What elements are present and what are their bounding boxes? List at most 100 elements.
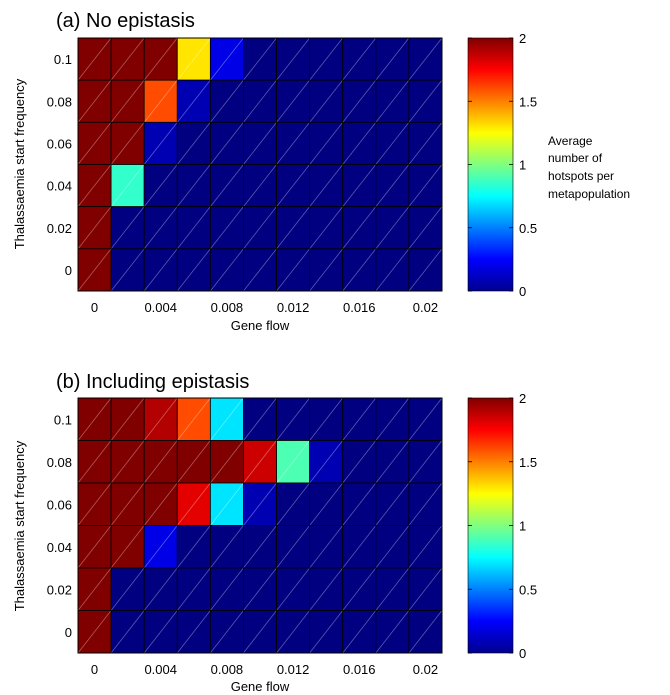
- cell-diagonal: [176, 567, 211, 611]
- heatmap-cell: [408, 525, 443, 569]
- panel-title: (a) No epistasis: [56, 10, 195, 32]
- cell-diagonal: [243, 567, 277, 611]
- heatmap-cell: [276, 482, 311, 526]
- cell-diagonal: [276, 206, 310, 250]
- heatmap-cell: [309, 567, 344, 611]
- heatmap-cell: [77, 397, 112, 441]
- colorbar-label-line: Average: [548, 134, 593, 148]
- cell-diagonal: [77, 164, 112, 207]
- colorbar-tick-label: 1: [519, 158, 526, 173]
- heatmap-cell: [375, 206, 410, 250]
- x-tick-label: 0.02: [413, 662, 438, 677]
- heatmap-cell: [110, 206, 145, 250]
- cell-diagonal: [77, 610, 112, 654]
- heatmap-cell: [176, 397, 211, 441]
- x-tick-label: 0.012: [277, 662, 310, 677]
- cell-diagonal: [342, 567, 377, 611]
- heatmap-cell: [276, 37, 311, 81]
- cell-diagonal: [176, 79, 211, 123]
- y-tick-label: 0.06: [47, 497, 72, 512]
- cell-diagonal: [375, 164, 410, 207]
- heatmap-cell: [243, 248, 277, 292]
- x-tick-label: 0.016: [343, 300, 376, 315]
- heatmap-cell: [309, 248, 344, 292]
- cell-diagonal: [110, 525, 145, 569]
- cell-diagonal: [176, 122, 211, 165]
- cell-diagonal: [309, 164, 344, 207]
- cell-diagonal: [110, 37, 145, 81]
- x-tick-label: 0.012: [277, 300, 310, 315]
- cell-diagonal: [210, 122, 244, 165]
- heatmap-cell: [408, 440, 443, 484]
- cell-diagonal: [342, 206, 377, 250]
- cell-diagonal: [77, 122, 112, 165]
- cell-diagonal: [342, 164, 377, 207]
- colorbar: [467, 37, 514, 292]
- cell-diagonal: [110, 610, 145, 654]
- colorbar-label-line: hotspots per: [548, 169, 614, 183]
- cell-diagonal: [309, 482, 344, 526]
- cell-diagonal: [309, 525, 344, 569]
- cell-diagonal: [276, 482, 310, 526]
- cell-diagonal: [176, 482, 211, 526]
- colorbar-tick-label: 0.5: [519, 582, 537, 597]
- cell-diagonal: [408, 37, 443, 81]
- cell-diagonal: [276, 79, 310, 123]
- y-tick-label: 0.06: [47, 136, 72, 151]
- heatmap-cell: [342, 164, 377, 208]
- cell-diagonal: [309, 206, 344, 250]
- cell-diagonal: [143, 397, 178, 441]
- heatmap-cell: [276, 567, 311, 611]
- cell-diagonal: [143, 164, 178, 207]
- cell-diagonal: [77, 79, 112, 123]
- heatmap-cell: [110, 525, 145, 569]
- x-tick-label: 0.004: [144, 662, 177, 677]
- heatmap-cell: [408, 206, 443, 250]
- cell-diagonal: [77, 482, 112, 526]
- heatmap-cell: [342, 79, 377, 123]
- x-tick-label: 0.02: [413, 300, 438, 315]
- y-tick-label: 0.08: [47, 94, 72, 109]
- heatmap-cell: [276, 164, 311, 208]
- heatmap-cell: [342, 248, 377, 292]
- heatmap-cell: [176, 248, 211, 292]
- heatmap-cell: [342, 567, 377, 611]
- colorbar-tick-label: 1.5: [519, 455, 537, 470]
- cell-diagonal: [143, 610, 178, 654]
- heatmap-cell: [375, 610, 410, 654]
- heatmap-cell: [110, 482, 145, 526]
- cell-diagonal: [143, 440, 178, 484]
- heatmap-cell: [276, 121, 311, 165]
- cell-diagonal: [408, 206, 443, 250]
- cell-diagonal: [375, 206, 410, 250]
- cell-diagonal: [408, 397, 443, 441]
- cell-diagonal: [243, 397, 277, 441]
- colorbar-tick-label: 0.5: [519, 221, 537, 236]
- heatmap-cell: [143, 79, 178, 123]
- colorbar-tick-label: 1: [519, 519, 526, 534]
- cell-diagonal: [375, 248, 410, 292]
- heatmap-cell: [176, 610, 211, 654]
- cell-diagonal: [309, 610, 344, 654]
- cell-diagonal: [309, 440, 344, 484]
- cell-diagonal: [143, 248, 178, 292]
- colorbar-tick-labels: 2 1.5 1 0.5 0: [468, 31, 537, 299]
- cell-diagonal: [408, 79, 443, 123]
- cell-diagonal: [77, 37, 112, 81]
- cell-diagonal: [342, 525, 377, 569]
- cell-diagonal: [210, 164, 244, 207]
- y-tick-label: 0.1: [54, 412, 72, 427]
- cell-diagonal: [375, 37, 410, 81]
- heatmap-cell: [143, 440, 178, 484]
- colorbar-label-line: number of: [548, 151, 603, 165]
- cell-diagonal: [276, 610, 310, 654]
- heatmap-cell: [309, 610, 344, 654]
- plot-frame: [77, 397, 443, 654]
- cell-diagonal: [210, 440, 244, 484]
- colorbar-tick-label: 2: [519, 31, 526, 46]
- cell-diagonal: [176, 440, 211, 484]
- cell-diagonal: [408, 525, 443, 569]
- y-tick-label: 0: [65, 263, 72, 278]
- cell-diagonal: [176, 397, 211, 441]
